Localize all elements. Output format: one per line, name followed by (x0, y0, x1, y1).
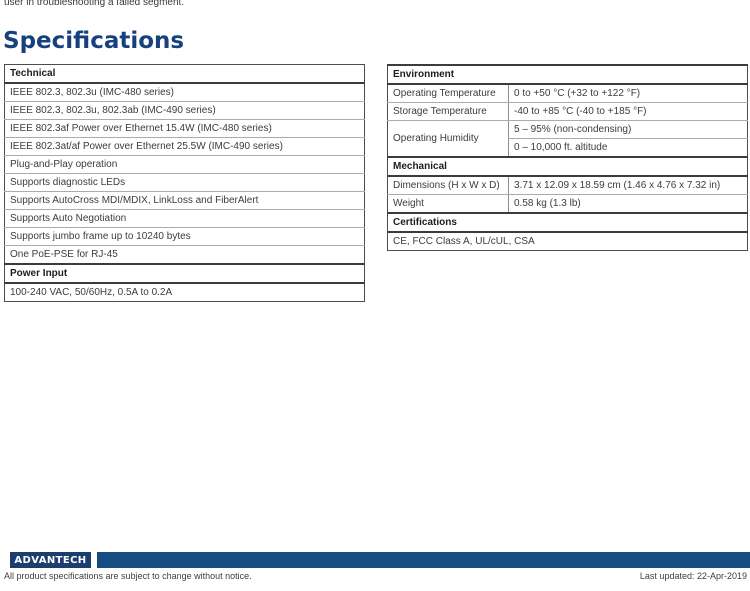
technical-spec-table: Technical IEEE 802.3, 802.3u (IMC-480 ser… (4, 64, 365, 302)
spec-cell: One PoE-PSE for RJ-45 (4, 245, 365, 265)
section-header-row: Environment (387, 64, 748, 85)
spec-cell: 100-240 VAC, 50/60Hz, 0.5A to 0.2A (10, 286, 173, 298)
intro-text: user in troubleshooting a failed segment… (4, 0, 185, 8)
section-header-cell: Certifications (387, 212, 748, 233)
spec-value-cell: 0.58 kg (1.3 lb) (508, 194, 748, 214)
section-header-cell: Environment (387, 64, 748, 85)
spec-cell: Plug-and-Play operation (4, 155, 365, 174)
environment-spec-table: Environment Operating Temperature 0 to +50… (387, 64, 748, 251)
footer-accent-bar (97, 552, 750, 568)
spec-cell: Supports diagnostic LEDs (4, 173, 365, 192)
table-row: Operating Humidity 5 – 95% (non-condensin… (387, 120, 748, 158)
table-row: Dimensions (H x W x D) 3.71 x 12.09 x 18.… (387, 176, 748, 195)
section-header-row: Mechanical (387, 156, 748, 177)
table-row: Storage Temperature -40 to +85 °C (-40 to… (387, 102, 748, 121)
section-header-row: Technical (4, 64, 365, 84)
spec-cell: Supports jumbo frame up to 10240 bytes (4, 227, 365, 246)
table-row: IEEE 802.3, 802.3u (IMC-480 series) (4, 83, 365, 102)
spec-value-cell: 3.71 x 12.09 x 18.59 cm (1.46 x 4.76 x 7… (508, 176, 748, 195)
spec-label-cell: Storage Temperature (387, 102, 509, 121)
table-row: Supports Auto Negotiation (4, 209, 365, 228)
spec-label-cell: Weight (387, 194, 509, 214)
table-row: IEEE 802.3, 802.3u, 802.3ab (IMC-490 ser… (4, 101, 365, 120)
table-row: 100-240 VAC, 50/60Hz, 0.5A to 0.2A (5, 283, 365, 302)
spec-value-cell: 5 – 95% (non-condensing) (508, 120, 748, 139)
table-row: Supports AutoCross MDI/MDIX, LinkLoss an… (4, 191, 365, 210)
spec-label-cell: Operating Humidity (387, 120, 509, 158)
footer-disclaimer: All product specifications are subject t… (4, 571, 252, 581)
table-row: One PoE-PSE for RJ-45 (4, 245, 365, 265)
table-row: Operating Temperature 0 to +50 °C (+32 to… (387, 84, 748, 103)
table-row: IEEE 802.3at/af Power over Ethernet 25.5… (4, 137, 365, 156)
section-header-cell: Mechanical (387, 156, 748, 177)
section-header-row: Certifications (387, 212, 748, 233)
spec-cell: IEEE 802.3, 802.3u (IMC-480 series) (4, 83, 365, 102)
section-header-row: Power Input (4, 263, 365, 284)
spec-label-cell: Dimensions (H x W x D) (387, 176, 509, 195)
page-title: Specifications (3, 28, 185, 54)
advantech-logo-text: ADVANTECH (14, 554, 87, 566)
spec-label-cell: Operating Temperature (387, 84, 509, 103)
last-updated-text: Last updated: 22-Apr-2019 (639, 571, 747, 581)
spec-cell: IEEE 802.3af Power over Ethernet 15.4W (… (4, 119, 365, 138)
spec-cell: CE, FCC Class A, UL/cUL, CSA (393, 235, 535, 247)
spec-value-cell: -40 to +85 °C (-40 to +185 °F) (508, 102, 748, 121)
spec-cell: IEEE 802.3, 802.3u, 802.3ab (IMC-490 ser… (4, 101, 365, 120)
spec-value-cell: 0 to +50 °C (+32 to +122 °F) (508, 84, 748, 103)
section-header-cell: Power Input (4, 263, 365, 284)
spec-value-cell: 0 – 10,000 ft. altitude (508, 138, 748, 158)
table-row: IEEE 802.3af Power over Ethernet 15.4W (… (4, 119, 365, 138)
table-row: Plug-and-Play operation (4, 155, 365, 174)
table-row: Supports jumbo frame up to 10240 bytes (4, 227, 365, 246)
spec-cell: IEEE 802.3at/af Power over Ethernet 25.5… (4, 137, 365, 156)
table-row: Weight 0.58 kg (1.3 lb) (387, 194, 748, 214)
table-row: CE, FCC Class A, UL/cUL, CSA (388, 232, 748, 251)
table-row: Supports diagnostic LEDs (4, 173, 365, 192)
spec-cell: Supports Auto Negotiation (4, 209, 365, 228)
spec-cell: Supports AutoCross MDI/MDIX, LinkLoss an… (4, 191, 365, 210)
advantech-logo: ADVANTECH (10, 552, 91, 568)
section-header-cell: Technical (4, 64, 365, 84)
